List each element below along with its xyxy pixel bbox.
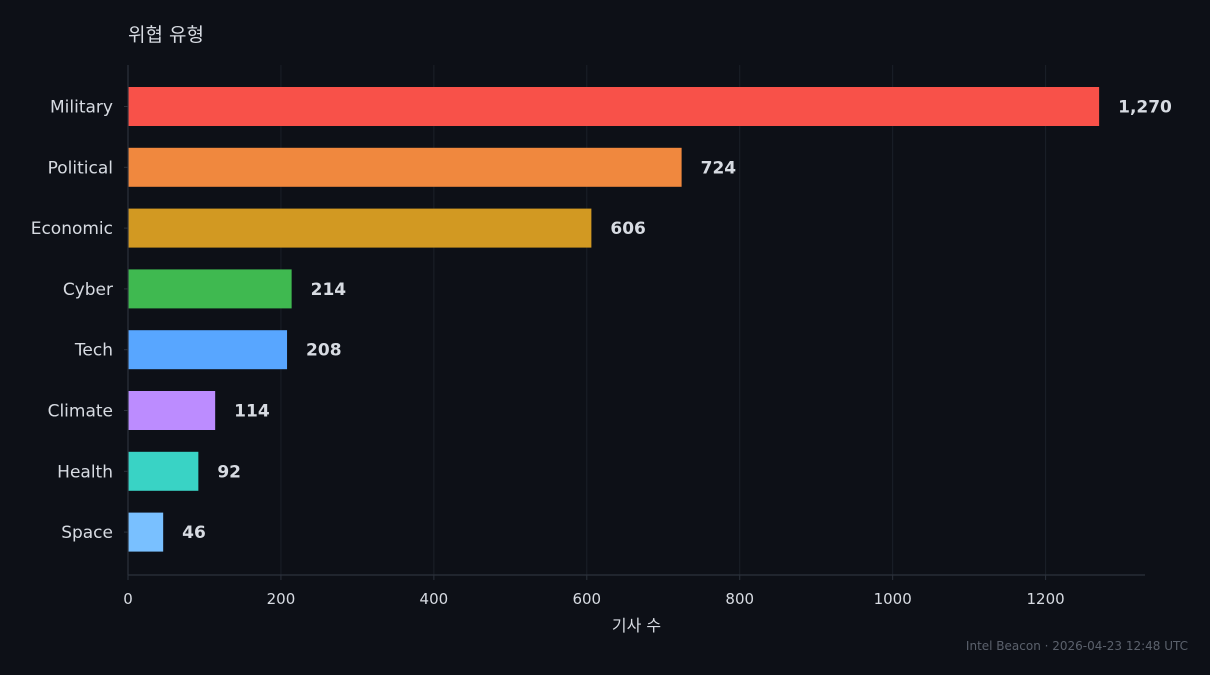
x-tick-label: 400 [420, 590, 449, 608]
category-label: Tech [74, 341, 113, 361]
bar-military [128, 87, 1100, 126]
x-tick-label: 1200 [1027, 590, 1065, 608]
x-tick-label: 600 [572, 590, 601, 608]
value-label: 724 [701, 158, 737, 178]
category-label: Military [50, 98, 113, 118]
bar-space [128, 512, 164, 552]
x-tick-label: 800 [725, 590, 754, 608]
value-label: 214 [311, 280, 347, 300]
value-label: 208 [306, 341, 342, 361]
value-label: 92 [217, 462, 241, 482]
x-tick-label: 0 [123, 590, 133, 608]
bar-tech [128, 330, 288, 370]
value-label: 46 [182, 523, 206, 543]
category-label: Health [57, 462, 113, 482]
x-tick-label: 200 [267, 590, 296, 608]
category-label: Space [61, 523, 113, 543]
x-axis-label: 기사 수 [612, 616, 661, 635]
category-label: Economic [31, 219, 113, 239]
category-label: Climate [48, 402, 113, 422]
bar-climate [128, 391, 216, 430]
category-label: Cyber [63, 280, 113, 300]
bar-cyber [128, 269, 292, 309]
bar-political [128, 147, 682, 187]
value-label: 606 [610, 219, 646, 239]
bar-health [128, 451, 199, 491]
x-tick-label: 1000 [874, 590, 912, 608]
value-label: 114 [234, 402, 270, 422]
value-label: 1,270 [1118, 98, 1172, 118]
category-label: Political [48, 158, 113, 178]
footer-source: Intel Beacon · 2026-04-23 12:48 UTC [965, 639, 1188, 653]
bar-economic [128, 208, 592, 248]
chart-title: 위협 유형 [128, 24, 204, 46]
